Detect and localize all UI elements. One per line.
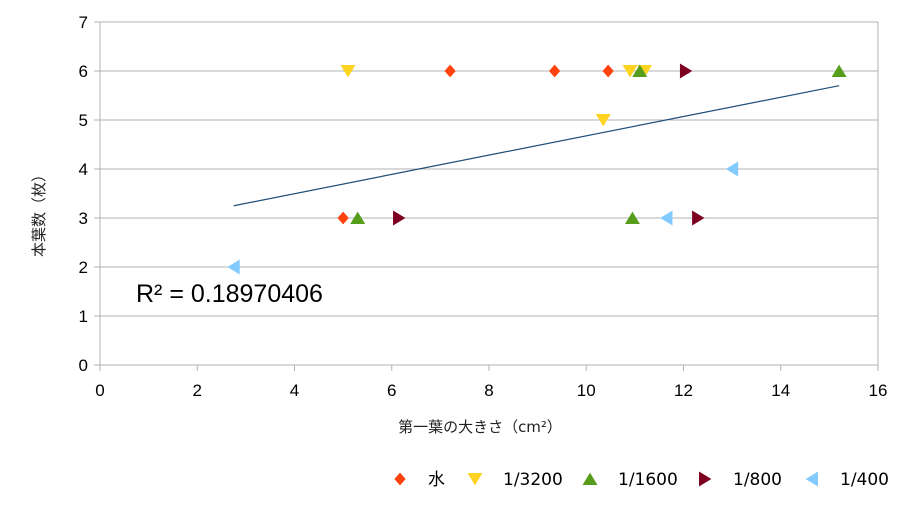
y-tick-label: 6 <box>79 62 88 81</box>
legend-marker <box>582 472 598 485</box>
data-point <box>632 64 648 77</box>
x-tick-label: 4 <box>290 381 299 400</box>
data-point <box>725 161 739 177</box>
x-tick-label: 16 <box>869 381 888 400</box>
axes <box>94 21 879 371</box>
data-point <box>679 63 693 79</box>
data-points <box>227 63 847 275</box>
y-tick-label: 7 <box>79 13 88 32</box>
legend-label: 水 <box>428 470 445 490</box>
legend-marker <box>467 473 483 486</box>
data-point <box>831 64 847 77</box>
x-tick-label: 10 <box>577 381 596 400</box>
y-tick-label: 1 <box>79 307 88 326</box>
legend-label: 1/400 <box>840 470 889 490</box>
data-point <box>624 211 640 224</box>
y-tick-label: 0 <box>79 356 88 375</box>
legend-marker <box>394 472 406 486</box>
data-point <box>602 64 614 78</box>
y-tick-label: 4 <box>79 160 88 179</box>
legend: 水 1/3200 1/1600 1/800 1/400 <box>394 470 889 490</box>
data-point <box>350 211 366 224</box>
data-point <box>227 259 240 275</box>
legend-label: 1/3200 <box>503 470 563 490</box>
y-tick-label: 5 <box>79 111 88 130</box>
legend-marker <box>699 471 712 487</box>
y-tick-label: 2 <box>79 258 88 277</box>
x-tick-label: 8 <box>484 381 493 400</box>
x-tick-label: 14 <box>771 381 790 400</box>
legend-marker <box>805 471 818 487</box>
data-point <box>692 210 705 226</box>
legend-label: 1/800 <box>733 470 782 490</box>
x-tick-label: 12 <box>674 381 693 400</box>
legend-label: 1/1600 <box>618 470 678 490</box>
y-tick-label: 3 <box>79 209 88 228</box>
data-point <box>393 210 406 226</box>
data-point <box>337 211 349 225</box>
x-tick-label: 0 <box>95 381 104 400</box>
data-point <box>549 64 561 78</box>
trendline-group <box>233 85 840 207</box>
data-point <box>595 114 611 127</box>
data-point <box>622 65 638 78</box>
grid-lines <box>100 21 878 317</box>
x-axis-title: 第一葉の大きさ（cm²） <box>398 418 562 436</box>
data-point <box>444 64 456 78</box>
y-axis-title: 本葉数（枚） <box>30 167 48 257</box>
r-squared-annotation: R² = 0.18970406 <box>136 280 323 308</box>
trendline <box>233 85 840 207</box>
x-tick-label: 6 <box>387 381 396 400</box>
x-tick-label: 2 <box>193 381 202 400</box>
data-point <box>340 65 356 78</box>
data-point <box>660 210 673 226</box>
